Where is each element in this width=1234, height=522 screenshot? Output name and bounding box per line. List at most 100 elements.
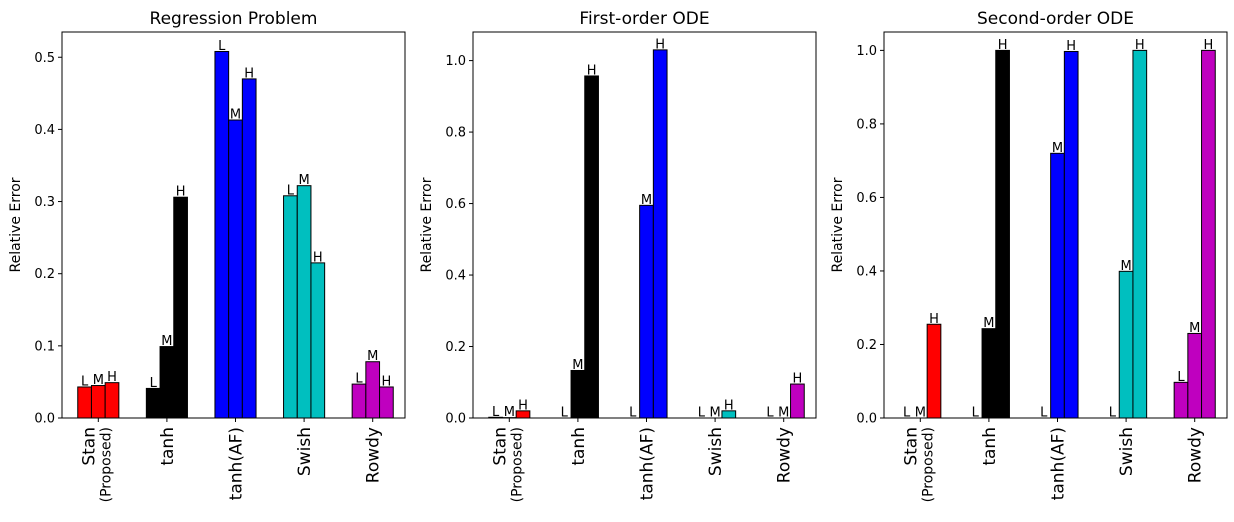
bar-label: L (492, 405, 500, 420)
x-tick-label: tanh(AF) (638, 427, 658, 500)
bar-label: L (150, 376, 158, 391)
bar (173, 196, 188, 419)
bar (214, 50, 230, 419)
bar (365, 361, 381, 419)
x-tick-label: Swish (706, 427, 726, 476)
y-tick-label: 0.0 (445, 412, 466, 427)
bar (926, 323, 942, 419)
x-tick-label: tanh(AF) (1049, 427, 1069, 500)
x-tick-label: Rowdy (775, 427, 795, 483)
chart-title: Regression Problem (150, 9, 318, 29)
chart-title: First-order ODE (579, 9, 709, 29)
bar-label: H (1066, 39, 1076, 54)
y-tick-label: 0.2 (34, 267, 55, 282)
bar (351, 383, 367, 419)
bar (570, 369, 586, 419)
bar (1118, 270, 1134, 419)
bar-label: M (1052, 141, 1063, 156)
y-tick-label: 0.2 (445, 340, 466, 355)
y-axis-label: Relative Error (419, 177, 435, 272)
bar-label: M (230, 108, 241, 123)
bar-label: M (161, 334, 172, 349)
bar-label: L (1109, 406, 1117, 421)
bar-label: M (1189, 321, 1200, 336)
bar (652, 49, 668, 419)
y-tick-label: 0.1 (34, 339, 55, 354)
y-tick-label: 0.6 (856, 191, 877, 206)
bar (1063, 50, 1079, 419)
x-tick-label: tanh (980, 427, 1000, 466)
x-tick-label: tanh(AF) (227, 427, 247, 500)
bar (90, 385, 106, 419)
bar-label: H (655, 37, 665, 52)
y-tick-label: 1.0 (856, 44, 877, 59)
bar-label: M (504, 405, 515, 420)
bar-label: H (244, 66, 254, 81)
bar-label: H (724, 398, 734, 413)
bar-label: H (998, 38, 1008, 53)
y-tick-label: 0.8 (445, 126, 466, 141)
y-tick-label: 0.2 (856, 338, 877, 353)
bar (228, 119, 243, 419)
x-tick-sublabel: (Proposed) (509, 427, 525, 502)
bar-label: H (587, 63, 597, 78)
bar-label: H (107, 370, 117, 385)
bar-label: M (1120, 259, 1131, 274)
bar (296, 185, 312, 419)
bar-label: M (709, 406, 720, 421)
bar (310, 262, 326, 419)
bar-label: M (915, 406, 926, 421)
bar-label: H (382, 374, 392, 389)
bar-label: L (698, 406, 706, 421)
plot-frame (472, 31, 817, 419)
bar-label: H (1135, 38, 1145, 53)
bar-label: M (367, 349, 378, 364)
x-tick-label: Stan (490, 427, 510, 466)
y-axis-label: Relative Error (830, 177, 846, 272)
plot-frame (61, 31, 406, 419)
x-tick-label: Stan (79, 427, 99, 466)
bar-label: L (972, 406, 980, 421)
x-tick-label: Swish (295, 427, 315, 476)
bar-label: L (218, 39, 226, 54)
bar (159, 346, 175, 419)
plot-frame (883, 31, 1228, 419)
bar (283, 195, 298, 419)
bar-label: M (298, 173, 309, 188)
panel-3: Second-order ODE Relative Error 0.0 0.2 0.4 0… (830, 9, 1228, 502)
y-axis-label: Relative Error (8, 177, 24, 272)
panel-2: First-order ODE Relative Error 0.0 0.2 0.4 0.… (419, 9, 817, 502)
x-tick-sublabel: (Proposed) (98, 427, 114, 502)
bar-label: H (176, 185, 186, 200)
bar-label: L (287, 183, 295, 198)
bar-label: M (983, 316, 994, 331)
y-tick-label: 0.8 (856, 117, 877, 132)
bar-label: H (793, 372, 803, 387)
y-tick-label: 0.5 (34, 51, 55, 66)
x-tick-label: tanh (158, 427, 178, 466)
y-tick-label: 0.4 (34, 123, 55, 138)
bar-label: M (93, 373, 104, 388)
bar-label: L (561, 406, 569, 421)
bar (1132, 49, 1148, 419)
bar-label: L (903, 406, 911, 421)
y-tick-label: 0.4 (856, 264, 877, 279)
y-tick-label: 0.6 (445, 197, 466, 212)
bar (1050, 152, 1065, 419)
y-tick-label: 0.0 (856, 412, 877, 427)
bar-label: H (518, 398, 528, 413)
x-tick-label: Stan (901, 427, 921, 466)
bar (104, 382, 120, 419)
chart-title: Second-order ODE (977, 9, 1134, 29)
bar (981, 328, 997, 419)
y-tick-label: 0.4 (445, 269, 466, 284)
bar-label: M (778, 406, 789, 421)
bar-label: L (1040, 406, 1048, 421)
bar-label: L (766, 406, 774, 421)
bar-label: L (355, 372, 363, 387)
bar-label: M (641, 193, 652, 208)
bar-label: H (313, 250, 323, 265)
bar-label: L (81, 374, 89, 389)
x-tick-label: Swish (1117, 427, 1137, 476)
